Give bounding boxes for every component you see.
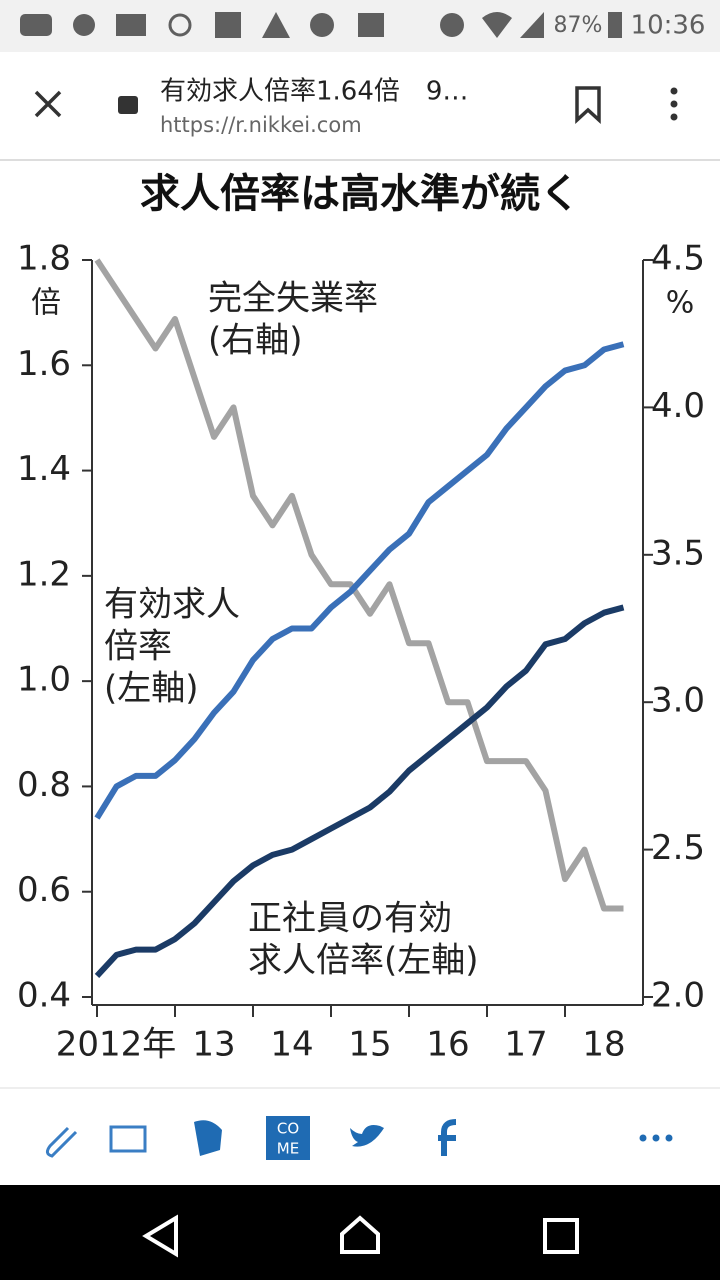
more-button[interactable] [639,1134,673,1142]
home-button[interactable] [340,1215,380,1254]
evernote-button[interactable] [194,1120,222,1156]
clock: 10:36 [631,11,706,41]
x-tick-label: 16 [426,1025,469,1065]
nav-bar [0,1185,720,1280]
page-title: 有効求人倍率1.64倍 9… [160,77,468,107]
y2-tick-label: 4.0 [651,386,705,426]
come-logo: ME [277,1140,299,1158]
y2-unit: % [666,286,695,321]
back-button[interactable] [142,1214,178,1258]
y-tick-label: 1.2 [17,554,71,594]
status-icons [20,12,622,38]
y-tick-label: 1.4 [17,449,71,489]
url: https://r.nikkei.com [160,113,362,137]
menu-button[interactable] [670,87,678,121]
y-unit: 倍 [31,286,61,321]
y-tick-label: 1.6 [17,344,71,384]
facebook-button[interactable] [438,1119,457,1156]
annotation: 求人倍率(左軸) [248,941,479,981]
y-tick-label: 0.6 [17,870,71,910]
x-tick-label: 14 [270,1025,313,1065]
lock-icon [118,96,138,114]
x-tick-label: 15 [348,1025,391,1065]
y-tick-label: 0.4 [17,976,71,1016]
y-tick-label: 1.0 [17,660,71,700]
y2-tick-label: 4.5 [651,239,705,279]
recents-button[interactable] [543,1218,579,1254]
annotation: (右軸) [208,321,303,361]
come-logo: CO [277,1120,299,1138]
battery: 87% [554,13,603,38]
annotation: 有効求人 [104,585,240,625]
series-line [94,604,625,978]
series-line [94,258,624,912]
x-tick-label: 13 [192,1025,235,1065]
series-line [94,341,625,820]
come-button[interactable] [266,1116,310,1160]
y2-tick-label: 2.0 [651,976,705,1016]
annotation: (左軸) [104,669,199,709]
y2-tick-label: 3.0 [651,681,705,721]
close-button[interactable] [34,90,62,118]
annotation: 正社員の有効 [248,899,452,939]
twitter-button[interactable] [350,1125,384,1147]
y2-tick-label: 3.5 [651,533,705,573]
mail-button[interactable] [109,1125,147,1153]
y-tick-label: 1.8 [17,239,71,279]
x-tick-label: 2012年 [56,1025,177,1065]
x-tick-label: 17 [504,1025,547,1065]
chart-title: 求人倍率は高水準が続く [140,171,580,217]
y2-tick-label: 2.5 [651,828,705,868]
bookmark-button[interactable] [575,86,601,124]
clip-button[interactable] [45,1126,78,1158]
x-tick-label: 18 [582,1025,625,1065]
annotation: 完全失業率 [208,279,378,319]
y-tick-label: 0.8 [17,765,71,805]
annotation: 倍率 [104,627,172,667]
